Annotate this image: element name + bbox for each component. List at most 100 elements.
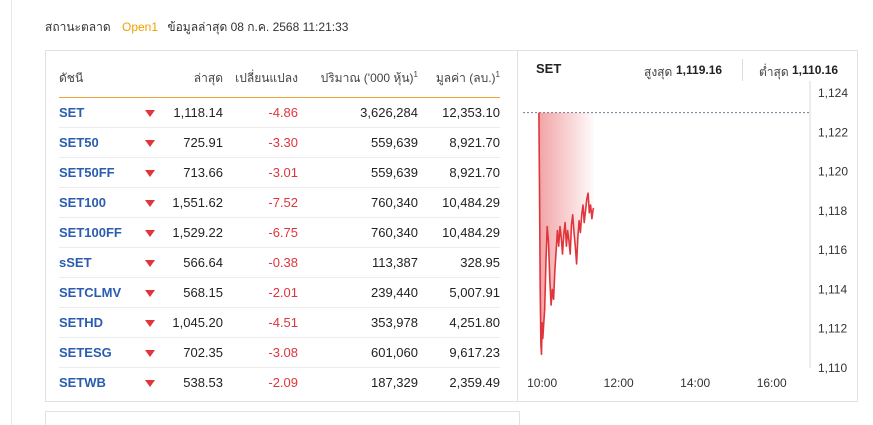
volume-value: 601,060: [298, 337, 418, 368]
change-value: -4.51: [223, 307, 298, 338]
last-price: 566.64: [161, 247, 223, 278]
down-arrow-icon: [145, 229, 155, 237]
volume-value: 559,639: [298, 157, 418, 188]
y-tick-label: 1,120: [818, 165, 848, 179]
x-tick-label: 16:00: [757, 376, 787, 390]
index-link-set[interactable]: SET: [59, 104, 85, 120]
day-low-label: ต่ำสุด: [759, 65, 789, 79]
market-state-badge: Open1: [122, 20, 159, 34]
last-updated-text: ข้อมูลล่าสุด 08 ก.ค. 2568 11:21:33: [167, 20, 349, 34]
table-row: SETHD 1,045.20 -4.51 353,978 4,251.80: [59, 307, 500, 338]
volume-value: 760,340: [298, 187, 418, 218]
last-price: 1,551.62: [161, 187, 223, 218]
day-low-value: 1,110.16: [792, 63, 839, 77]
y-tick-label: 1,118: [818, 204, 847, 218]
y-tick-label: 1,116: [818, 243, 847, 257]
down-arrow-icon: [145, 379, 155, 387]
index-link-set50ff[interactable]: SET50FF: [59, 164, 115, 180]
volume-value: 113,387: [298, 247, 418, 278]
last-price: 713.66: [161, 157, 223, 188]
trade-value: 8,921.70: [418, 127, 500, 158]
trade-value: 12,353.10: [418, 97, 500, 128]
table-header-row: ดัชนี ล่าสุด เปลี่ยนแปลง ปริมาณ ('000 หุ…: [59, 61, 500, 98]
change-value: -3.01: [223, 157, 298, 188]
header-divider: [742, 59, 743, 81]
header-change: เปลี่ยนแปลง: [223, 61, 298, 98]
down-arrow-icon: [145, 199, 155, 207]
table-row: SET100 1,551.62 -7.52 760,340 10,484.29: [59, 187, 500, 218]
page-left-border: [11, 0, 12, 425]
intraday-chart[interactable]: 1,110 1,112 1,114 1,116 1,118 1,120 1,122 1,124…: [518, 81, 857, 401]
y-tick-label: 1,110: [818, 361, 847, 375]
day-high-label: สูงสุด: [644, 65, 673, 79]
index-link-set50[interactable]: SET50: [59, 134, 99, 150]
set-chart-panel: SET สูงสุด 1,119.16 ต่ำสุด 1,110.16 1,11…: [517, 50, 858, 402]
y-tick-label: 1,124: [818, 86, 848, 100]
header-last: ล่าสุด: [161, 61, 223, 98]
index-table: ดัชนี ล่าสุด เปลี่ยนแปลง ปริมาณ ('000 หุ…: [59, 61, 500, 397]
change-value: -2.01: [223, 277, 298, 308]
trade-value: 8,921.70: [418, 157, 500, 188]
y-tick-label: 1,112: [818, 322, 847, 336]
index-table-panel: ดัชนี ล่าสุด เปลี่ยนแปลง ปริมาณ ('000 หุ…: [45, 50, 518, 402]
down-arrow-icon: [145, 259, 155, 267]
volume-value: 187,329: [371, 374, 418, 390]
day-high-value: 1,119.16: [676, 63, 723, 77]
trade-value: 5,007.91: [418, 277, 500, 308]
lower-panel: [45, 411, 520, 425]
x-tick-label: 12:00: [604, 376, 634, 390]
header-index: ดัชนี: [59, 61, 139, 98]
change-value: -3.08: [223, 337, 298, 368]
price-line: [538, 112, 595, 355]
trade-value: 10,484.29: [418, 187, 500, 218]
last-price: 702.35: [161, 337, 223, 368]
change-value: -7.52: [223, 187, 298, 218]
table-row: SET 1,118.14 -4.86 3,626,284 12,353.10: [59, 97, 500, 128]
table-row: SET50FF 713.66 -3.01 559,639 8,921.70: [59, 157, 500, 188]
trade-value: 2,359.49: [449, 374, 500, 390]
index-link-setesg[interactable]: SETESG: [59, 344, 112, 360]
header-volume: ปริมาณ ('000 หุ้น)1: [298, 61, 418, 98]
table-row: SETCLMV 568.15 -2.01 239,440 5,007.91: [59, 277, 500, 308]
down-arrow-icon: [145, 109, 155, 117]
header-value: มูลค่า (ลบ.)1: [418, 61, 500, 98]
x-tick-label: 10:00: [527, 376, 557, 390]
index-link-set100[interactable]: SET100: [59, 194, 106, 210]
trade-value: 328.95: [418, 247, 500, 278]
y-tick-label: 1,114: [818, 282, 847, 296]
market-status-label: สถานะตลาด: [45, 20, 111, 34]
last-price: 1,045.20: [161, 307, 223, 338]
last-price: 1,118.14: [161, 97, 223, 128]
trade-value: 4,251.80: [418, 307, 500, 338]
volume-value: 3,626,284: [298, 97, 418, 128]
change-value: -6.75: [223, 217, 298, 248]
y-tick-label: 1,122: [818, 125, 848, 139]
table-row: sSET 566.64 -0.38 113,387 328.95: [59, 247, 500, 278]
last-price: 568.15: [161, 277, 223, 308]
last-price: 538.53: [183, 374, 223, 390]
trade-value: 10,484.29: [418, 217, 500, 248]
down-arrow-icon: [145, 289, 155, 297]
volume-value: 760,340: [298, 217, 418, 248]
change-value: -3.30: [223, 127, 298, 158]
down-arrow-icon: [145, 169, 155, 177]
index-link-set100ff[interactable]: SET100FF: [59, 224, 122, 240]
change-value: -4.86: [223, 97, 298, 128]
down-arrow-icon: [145, 349, 155, 357]
x-tick-label: 14:00: [680, 376, 710, 390]
last-price: 1,529.22: [161, 217, 223, 248]
chart-header: SET สูงสุด 1,119.16 ต่ำสุด 1,110.16: [518, 51, 857, 81]
index-link-setwb[interactable]: SETWB: [59, 374, 106, 390]
market-status-bar: สถานะตลาด Open1 ข้อมูลล่าสุด 08 ก.ค. 256…: [45, 18, 348, 37]
index-link-setclmv[interactable]: SETCLMV: [59, 284, 122, 300]
volume-value: 559,639: [298, 127, 418, 158]
down-arrow-icon: [145, 139, 155, 147]
trade-value: 9,617.23: [418, 337, 500, 368]
change-value: -0.38: [223, 247, 298, 278]
index-link-sethd[interactable]: SETHD: [59, 314, 104, 330]
index-link-sset[interactable]: sSET: [59, 254, 92, 270]
last-price: 725.91: [161, 127, 223, 158]
table-row: SET50 725.91 -3.30 559,639 8,921.70: [59, 127, 500, 158]
volume-value: 353,978: [298, 307, 418, 338]
volume-value: 239,440: [298, 277, 418, 308]
